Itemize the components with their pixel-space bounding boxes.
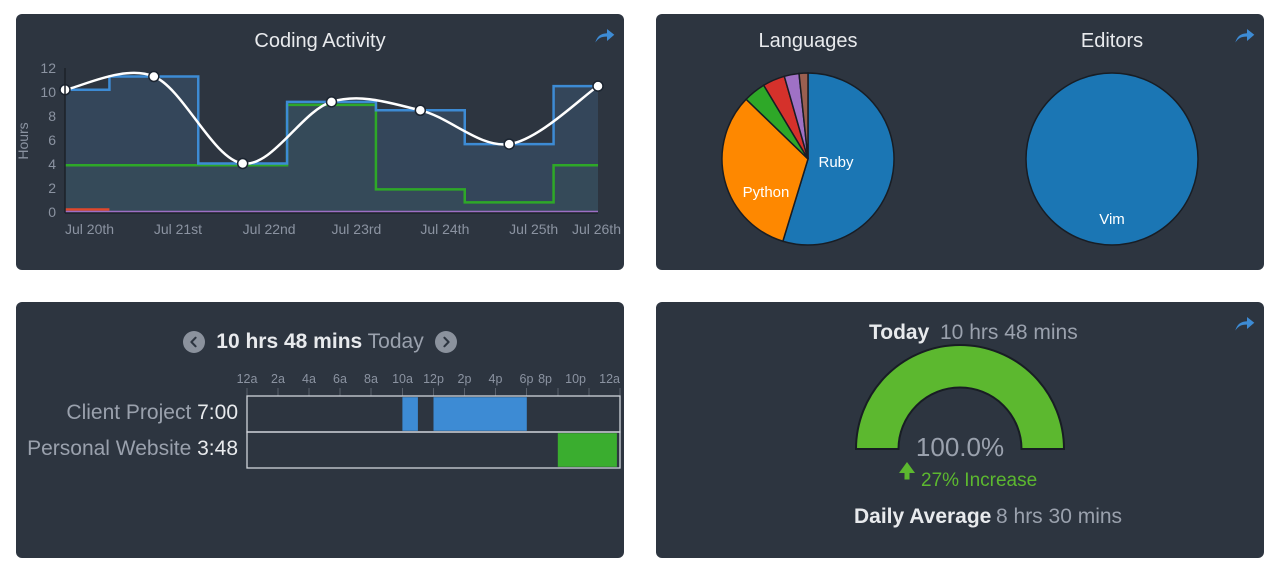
- svg-text:Client Project 7:00: Client Project 7:00: [66, 401, 238, 424]
- svg-text:10: 10: [40, 84, 56, 100]
- svg-text:10p: 10p: [565, 372, 586, 386]
- svg-text:2a: 2a: [271, 372, 285, 386]
- svg-text:12: 12: [40, 60, 56, 76]
- svg-text:12a: 12a: [599, 372, 620, 386]
- svg-text:Jul 26th: Jul 26th: [572, 221, 621, 237]
- svg-text:Personal Website 3:48: Personal Website 3:48: [27, 437, 238, 460]
- svg-text:Jul 25th: Jul 25th: [509, 221, 558, 237]
- svg-text:8a: 8a: [364, 372, 378, 386]
- svg-text:Vim: Vim: [1099, 211, 1125, 228]
- svg-text:4a: 4a: [302, 372, 316, 386]
- svg-text:4: 4: [48, 156, 56, 172]
- svg-text:10a: 10a: [392, 372, 413, 386]
- svg-text:Daily Average: Daily Average: [854, 505, 991, 528]
- svg-text:27% Increase: 27% Increase: [921, 470, 1037, 491]
- svg-text:Jul 20th: Jul 20th: [65, 221, 114, 237]
- svg-text:8p: 8p: [538, 372, 552, 386]
- svg-text:Hours: Hours: [16, 122, 31, 159]
- svg-text:Jul 23rd: Jul 23rd: [332, 221, 382, 237]
- svg-text:8: 8: [48, 108, 56, 124]
- svg-text:10 hrs 48 mins: 10 hrs 48 mins: [940, 321, 1078, 344]
- svg-text:Jul 21st: Jul 21st: [154, 221, 202, 237]
- svg-text:Jul 22nd: Jul 22nd: [243, 221, 296, 237]
- svg-text:12a: 12a: [237, 372, 258, 386]
- svg-text:0: 0: [48, 204, 56, 220]
- svg-text:8 hrs 30 mins: 8 hrs 30 mins: [996, 505, 1122, 528]
- svg-text:100.0%: 100.0%: [916, 432, 1004, 462]
- svg-text:6p: 6p: [520, 372, 534, 386]
- svg-text:2: 2: [48, 180, 56, 196]
- svg-text:12p: 12p: [423, 372, 444, 386]
- svg-text:6: 6: [48, 132, 56, 148]
- svg-text:Ruby: Ruby: [818, 154, 854, 171]
- svg-text:6a: 6a: [333, 372, 347, 386]
- svg-text:4p: 4p: [489, 372, 503, 386]
- svg-text:Python: Python: [743, 184, 790, 201]
- svg-text:Jul 24th: Jul 24th: [420, 221, 469, 237]
- svg-text:2p: 2p: [458, 372, 472, 386]
- svg-text:Today: Today: [869, 321, 930, 344]
